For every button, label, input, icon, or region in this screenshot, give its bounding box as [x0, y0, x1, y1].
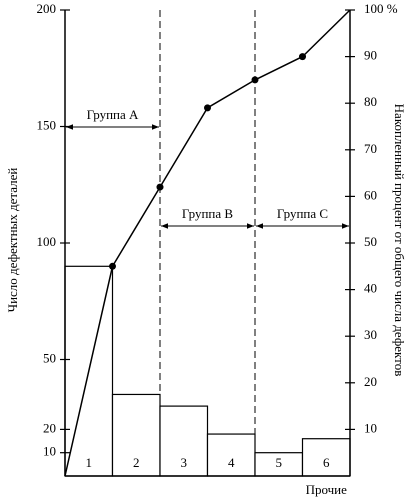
- x-tick-label: 2: [133, 455, 140, 470]
- group-label: Группа A: [87, 107, 139, 122]
- y-tick-label: 10: [43, 444, 56, 459]
- y2-tick-label: 30: [364, 327, 377, 342]
- x-tick-label: 1: [86, 455, 93, 470]
- bar: [111, 393, 161, 477]
- y-tick-label: 100: [37, 234, 57, 249]
- y2-tick-label: 80: [364, 94, 377, 109]
- x-tick-label: 6: [323, 455, 330, 470]
- y2-tick-label: 20: [364, 374, 377, 389]
- y-tick-label: 50: [43, 350, 56, 365]
- cumulative-point: [204, 104, 211, 112]
- cumulative-point: [109, 262, 116, 270]
- x-tick-label: 5: [276, 455, 283, 470]
- group-label-box: [171, 206, 244, 223]
- y2-tick-label: 10: [364, 420, 377, 435]
- cumulative-point: [156, 183, 164, 191]
- group-label-box: [266, 206, 339, 223]
- y2-tick-label: 50: [364, 234, 377, 249]
- bar: [159, 405, 209, 477]
- note: Прочие: [306, 482, 348, 497]
- y-tick-label: 20: [43, 420, 56, 435]
- x-tick-label: 4: [228, 455, 235, 470]
- cumulative-point: [299, 53, 306, 61]
- y-tick-label: 150: [37, 117, 57, 132]
- y-tick-label: 200: [37, 1, 57, 16]
- y2-tick-label: 90: [364, 48, 377, 63]
- x-tick-label: 3: [181, 455, 188, 470]
- y2-tick-label: 40: [364, 281, 377, 296]
- y-axis-title: Число дефектных деталей: [5, 168, 20, 313]
- y2-tick-label: 60: [364, 187, 377, 202]
- group-label: Группа B: [182, 206, 233, 221]
- cumulative-point: [251, 76, 259, 84]
- group-label-box: [76, 107, 149, 124]
- y2-tick-label: 70: [364, 141, 377, 156]
- y2-axis-title: Накопленный процент от общего числа дефе…: [392, 104, 407, 377]
- group-label: Группа C: [277, 206, 328, 221]
- y2-tick-label: 100 %: [364, 1, 398, 16]
